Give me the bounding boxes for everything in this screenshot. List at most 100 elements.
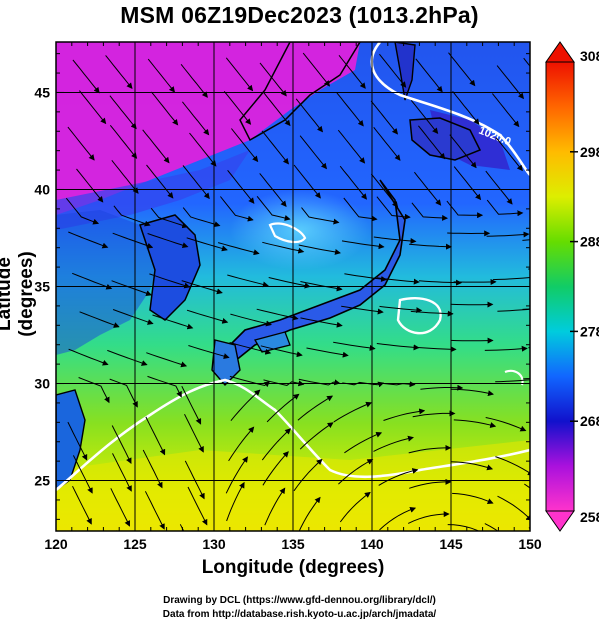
streamline — [256, 308, 299, 321]
streamline — [337, 129, 366, 164]
streamline — [447, 230, 491, 237]
colorbar-tick-label: 278 — [580, 323, 599, 339]
streamline — [343, 197, 378, 222]
streamline — [333, 401, 373, 423]
streamline — [72, 485, 92, 525]
streamline — [262, 241, 305, 254]
streamline — [492, 93, 520, 128]
streamline — [180, 63, 208, 98]
streamline — [68, 348, 109, 366]
colorbar-tick-label: 258 — [580, 509, 599, 525]
streamline — [447, 524, 489, 531]
streamline — [263, 379, 305, 387]
streamline — [415, 58, 443, 93]
streamline — [111, 159, 139, 194]
streamline — [495, 137, 523, 172]
streamline — [409, 478, 452, 489]
streamline — [293, 164, 321, 199]
x-tick-label: 140 — [360, 536, 384, 552]
streamline — [410, 310, 454, 317]
colorbar-tick-label: 268 — [580, 413, 599, 429]
streamline — [370, 173, 399, 208]
streamline — [344, 273, 387, 283]
streamline — [420, 384, 464, 391]
credit-data: Data from http://database.rish.kyoto-u.a… — [162, 609, 437, 620]
streamline — [152, 314, 194, 330]
streamline — [302, 52, 331, 87]
streamline — [189, 132, 217, 167]
streamline — [484, 345, 528, 352]
sakhalin — [394, 42, 416, 101]
grid — [56, 42, 530, 531]
streamline — [341, 305, 384, 315]
streamline — [408, 444, 452, 454]
streamline — [418, 279, 462, 286]
streamline — [414, 171, 442, 206]
cold-region-blue — [56, 150, 250, 230]
streamline — [306, 347, 349, 358]
x-tick-label: 125 — [123, 536, 147, 552]
streamline — [486, 199, 524, 217]
isobar-low — [396, 297, 442, 335]
streamline — [338, 459, 374, 485]
y-tick-label: 45 — [34, 84, 50, 100]
streamline — [182, 207, 221, 228]
streamline — [76, 168, 104, 203]
streamline — [111, 425, 132, 464]
streamline — [229, 342, 272, 355]
isobar-south — [56, 378, 530, 491]
streamline — [268, 277, 311, 289]
streamline — [485, 170, 513, 205]
streamline — [186, 237, 228, 252]
x-axis-label: Longitude (degrees) — [201, 557, 385, 578]
streamline — [111, 280, 153, 297]
streamline — [376, 196, 411, 220]
streamline — [412, 410, 456, 418]
hokkaido — [409, 117, 482, 161]
streamline — [379, 53, 407, 88]
streamline — [410, 100, 439, 134]
streamline — [112, 232, 154, 249]
streamline — [147, 58, 176, 93]
streamline — [78, 377, 110, 404]
streamline — [146, 352, 188, 368]
streamline — [293, 458, 323, 492]
streamline — [451, 388, 494, 397]
streamline — [184, 460, 205, 500]
y-axis: 25 30 35 40 45 — [34, 53, 530, 520]
x-tick-label: 150 — [518, 536, 542, 552]
isobar-north — [370, 42, 530, 176]
streamline — [409, 243, 452, 250]
y-tick-label: 30 — [34, 376, 50, 392]
streamline — [112, 309, 154, 325]
streamline — [225, 57, 254, 92]
streamline — [109, 124, 138, 159]
streamline — [260, 345, 303, 358]
streamline — [67, 126, 95, 161]
streamline — [376, 343, 420, 351]
streamline — [263, 92, 291, 127]
streamline — [370, 100, 399, 135]
streamline — [182, 101, 210, 136]
x-tick-label: 130 — [202, 536, 226, 552]
colorbar: 258 268 278 288 298 308 — [545, 41, 599, 532]
y-tick-label: 25 — [34, 473, 50, 489]
streamline — [300, 317, 343, 328]
streamline — [113, 205, 151, 227]
streamline — [373, 126, 401, 161]
streamline — [301, 207, 340, 225]
wind-streamlines — [65, 52, 530, 531]
streamline — [187, 486, 208, 526]
streamline — [226, 481, 245, 522]
streamline — [150, 207, 189, 229]
colorbar-tick-label: 308 — [580, 48, 599, 64]
y-tick-label: 35 — [34, 279, 50, 295]
streamline — [181, 385, 202, 425]
streamline — [299, 135, 328, 170]
colorbar-scale — [545, 61, 575, 512]
streamline — [261, 428, 292, 461]
streamline — [339, 491, 371, 523]
streamline — [379, 507, 417, 531]
colorbar-tick-label: 288 — [580, 234, 599, 250]
streamline — [523, 57, 530, 67]
